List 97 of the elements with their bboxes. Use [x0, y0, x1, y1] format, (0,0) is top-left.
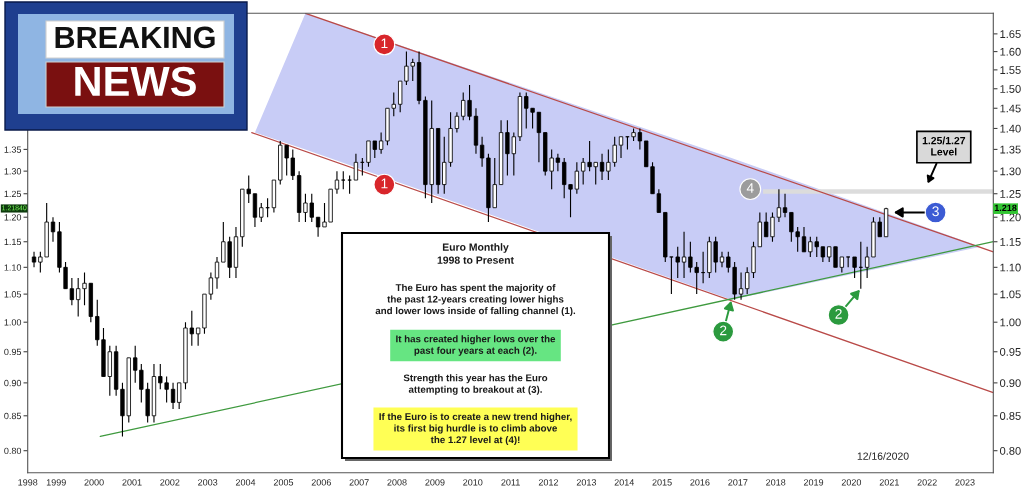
y-tick-label: 1.30 [1000, 167, 1021, 176]
y-tick-label: 1.10 [1000, 263, 1021, 272]
candlestick [669, 256, 674, 295]
x-tick-label: 2020 [841, 479, 862, 486]
x-tick-label: 2013 [576, 479, 597, 486]
annotation: Strength this year has the Euro attempting to breakout at (3). [403, 374, 548, 395]
x-tick-label: 2008 [387, 479, 407, 486]
candlestick [801, 226, 807, 253]
y-tick-label: 0.85 [999, 412, 1021, 420]
x-tick-label: 2000 [84, 479, 104, 486]
text: 1.35 [4, 146, 22, 153]
x-tick-label: 2023 [955, 479, 975, 486]
annotation: BREAKING [55, 26, 215, 49]
y-tick-label: 1.50 [1000, 85, 1021, 93]
x-tick-label: 2002 [160, 479, 180, 486]
x-tick-label: 2009 [425, 479, 445, 486]
y-tick-label: 1.05 [1000, 290, 1021, 299]
x-tick-label: 2004 [235, 479, 256, 486]
annotation: 2 [835, 308, 842, 319]
candlestick [479, 136, 485, 168]
candlestick [259, 202, 264, 223]
text: 1.05 [4, 291, 22, 298]
text: 1.10 [4, 264, 22, 271]
text: Euro Monthly [442, 243, 509, 253]
candlestick [675, 246, 680, 279]
x-tick-label: 2021 [879, 479, 899, 486]
text: 0.85 [4, 412, 22, 420]
text: 0.90 [4, 379, 22, 387]
x-tick-label: 2006 [311, 479, 331, 486]
y-tick-label: 1.55 [1000, 66, 1021, 74]
x-tick-label: 2017 [728, 479, 748, 486]
y-tick-label: 1.40 [1000, 124, 1021, 133]
annotation: If the Euro is to create a new trend higher, its first big hurdle is to climb above the 1.27 level at (4)! [379, 412, 572, 446]
candlestick [31, 251, 37, 268]
x-tick-label: 2003 [198, 479, 218, 486]
candlestick [252, 193, 258, 228]
candlestick [738, 272, 744, 301]
annotation: 2 [720, 325, 727, 336]
y-tick-label: 1.65 [1000, 30, 1021, 38]
y-tick-label: 1.60 [1000, 47, 1021, 56]
annotation: 4 [746, 183, 754, 193]
candlestick [334, 170, 340, 195]
text: 1.00 [4, 319, 22, 326]
candlestick [719, 251, 725, 268]
text: 1.25 [4, 190, 22, 198]
x-tick-label: 2005 [273, 479, 294, 486]
x-tick-label: 2012 [538, 479, 559, 486]
text: 0.95 [4, 348, 22, 356]
annotation: 1.25/1.27 Level [922, 136, 966, 156]
candlestick [776, 188, 782, 223]
candlestick [315, 216, 321, 238]
candlestick [347, 175, 352, 195]
x-tick-label: 2014 [614, 479, 635, 486]
y-tick-label: 1.25 [1000, 189, 1021, 198]
candlestick [353, 153, 359, 181]
y-tick-label: 1.35 [1000, 145, 1021, 154]
x-tick-label: 2015 [652, 479, 672, 486]
annotation: NEWS [75, 66, 196, 97]
candlestick [782, 193, 788, 218]
x-tick-label: 2010 [463, 479, 483, 486]
y-tick-label: 0.95 [999, 348, 1021, 356]
annotation: 1.218 [994, 204, 1017, 212]
y-tick-label: 1.15 [1000, 238, 1021, 246]
text: 1.15 [4, 238, 22, 246]
annotation: 1 [381, 178, 388, 189]
x-tick-label: 2019 [803, 479, 824, 486]
y-tick-label: 1.00 [1000, 318, 1021, 327]
x-tick-label: 2022 [917, 479, 937, 486]
x-tick-label: 2001 [122, 479, 142, 486]
candlestick [599, 153, 605, 181]
annotation: 12/16/2020 [857, 452, 909, 460]
x-tick-label: 2016 [690, 479, 710, 486]
candlestick [214, 256, 220, 290]
y-tick-label: 0.80 [999, 446, 1021, 455]
candlestick [681, 231, 687, 279]
x-tick-label: 1998 [18, 479, 38, 486]
annotation: 1 [381, 38, 388, 49]
candlestick [618, 136, 624, 159]
text: 0.80 [4, 447, 22, 455]
x-tick-label: 2011 [501, 479, 520, 486]
candlestick [170, 382, 176, 410]
annotation: It has created higher lows over the past four years at each (2). [396, 335, 556, 356]
candlestick [852, 256, 857, 279]
y-tick-label: 1.45 [1000, 104, 1021, 113]
x-tick-label: 2007 [349, 479, 369, 486]
x-tick-label: 2018 [766, 479, 786, 486]
candlestick [536, 111, 542, 163]
text: 1.20 [4, 214, 22, 221]
annotation: The Euro has spent the majority of the past 12-years creating lower highs and lower lows inside of falling channel (1). [375, 283, 576, 317]
annotation: 3 [932, 206, 939, 217]
x-tick-label: 1999 [46, 479, 66, 486]
y-tick-label: 1.20 [1000, 213, 1021, 222]
text: 1998 to Present [437, 256, 514, 264]
text: 1.30 [4, 168, 22, 175]
candlestick [454, 111, 460, 134]
candlestick [50, 216, 56, 243]
y-tick-label: 0.90 [999, 379, 1021, 388]
